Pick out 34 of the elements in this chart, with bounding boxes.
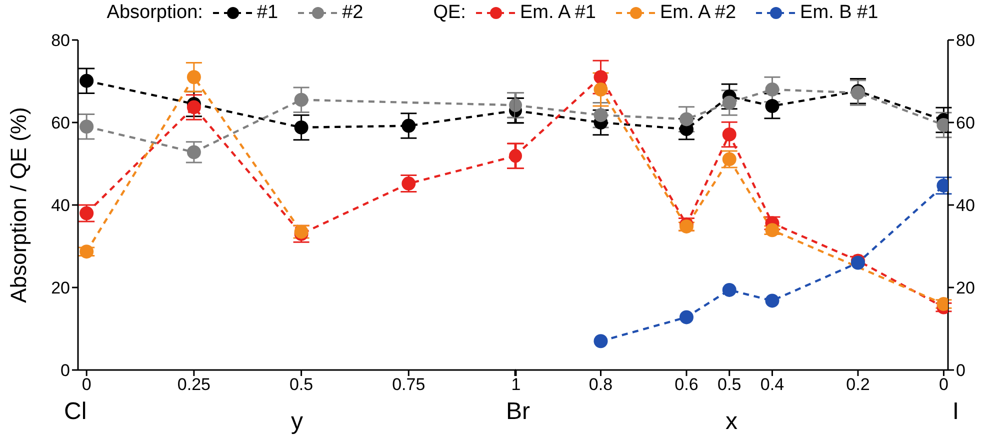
x-tick-label: 0.5 bbox=[289, 375, 314, 394]
legend-label: #2 bbox=[342, 2, 364, 24]
x-tick-label: 0.6 bbox=[674, 375, 698, 394]
y-tick-label: 60 bbox=[956, 114, 975, 133]
y-tick-label: 80 bbox=[51, 31, 70, 50]
text: I bbox=[952, 398, 959, 426]
text: Cl bbox=[64, 398, 87, 426]
text: Br bbox=[506, 398, 530, 426]
legend-title: QE: bbox=[433, 2, 466, 24]
y-tick-label: 80 bbox=[956, 31, 975, 50]
y-tick-label: 0 bbox=[956, 361, 966, 380]
legend-label: Em. B #1 bbox=[800, 2, 878, 24]
x-tick-label: 0.5 bbox=[718, 375, 742, 394]
y-axis-title: Absorption / QE (%) bbox=[6, 107, 31, 303]
legend-title: Absorption: bbox=[106, 2, 203, 24]
y-tick-label: 40 bbox=[956, 196, 975, 216]
x-tick-label: 0.25 bbox=[177, 375, 210, 394]
x-tick-label: 0 bbox=[82, 375, 92, 394]
legend-label: #1 bbox=[256, 2, 278, 24]
y-tick-label: 20 bbox=[51, 278, 70, 298]
x-axis-title: x bbox=[726, 408, 738, 435]
y-tick-label: 0 bbox=[60, 361, 70, 380]
y-tick-label: 60 bbox=[51, 114, 70, 133]
x-tick-label: 0.4 bbox=[760, 375, 784, 394]
y-tick-label: 20 bbox=[956, 278, 975, 298]
legend-label: Em. A #2 bbox=[660, 2, 736, 24]
x-tick-label: 0.75 bbox=[392, 375, 426, 394]
x-axis-title: y bbox=[291, 408, 303, 435]
x-tick-label: 1 bbox=[511, 375, 521, 394]
legend-label: Em. A #1 bbox=[520, 2, 596, 24]
x-tick-label: 0 bbox=[938, 375, 948, 394]
y-tick-label: 40 bbox=[51, 196, 70, 216]
x-tick-label: 0.2 bbox=[846, 375, 870, 394]
x-tick-label: 0.8 bbox=[588, 375, 613, 394]
